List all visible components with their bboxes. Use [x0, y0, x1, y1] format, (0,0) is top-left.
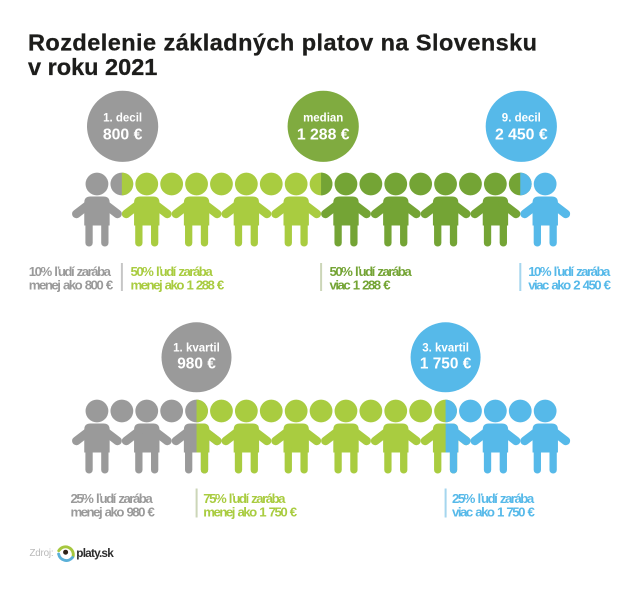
svg-text:25% ľudí zarába: 25% ľudí zarába: [71, 491, 154, 506]
svg-text:v roku 2021: v roku 2021: [28, 54, 157, 80]
svg-text:menej ako 800 €: menej ako 800 €: [29, 277, 114, 292]
svg-text:1 750 €: 1 750 €: [420, 356, 472, 373]
svg-text:1 288 €: 1 288 €: [297, 127, 350, 144]
svg-text:75% ľudí zarába: 75% ľudí zarába: [203, 491, 286, 506]
svg-text:Zdroj:: Zdroj:: [30, 548, 54, 559]
svg-text:10% ľudí zarába: 10% ľudí zarába: [29, 264, 112, 279]
svg-text:viac ako 1 750 €: viac ako 1 750 €: [452, 504, 535, 519]
svg-text:25% ľudí zarába: 25% ľudí zarába: [452, 491, 535, 506]
svg-text:2 450 €: 2 450 €: [495, 127, 548, 144]
svg-text:platy.sk: platy.sk: [76, 546, 114, 560]
svg-text:3. kvartil: 3. kvartil: [422, 343, 469, 355]
svg-text:menej ako 980 €: menej ako 980 €: [71, 504, 156, 519]
svg-text:1. kvartil: 1. kvartil: [173, 343, 220, 355]
svg-text:viac 1 288 €: viac 1 288 €: [330, 277, 392, 292]
svg-text:1. decil: 1. decil: [103, 113, 142, 125]
svg-text:980 €: 980 €: [177, 356, 216, 373]
svg-text:Rozdelenie základných platov n: Rozdelenie základných platov na Slovensk…: [28, 29, 537, 55]
svg-text:800 €: 800 €: [103, 127, 143, 144]
svg-text:menej ako 1 750 €: menej ako 1 750 €: [203, 504, 297, 519]
svg-text:9. decil: 9. decil: [502, 113, 541, 125]
svg-text:menej ako 1 288 €: menej ako 1 288 €: [131, 277, 225, 292]
svg-text:50% ľudí zarába: 50% ľudí zarába: [330, 264, 413, 279]
svg-text:10% ľudí zarába: 10% ľudí zarába: [528, 264, 611, 279]
svg-text:median: median: [303, 113, 343, 125]
svg-text:50% ľudí zarába: 50% ľudí zarába: [131, 264, 214, 279]
svg-text:viac ako 2 450 €: viac ako 2 450 €: [528, 277, 611, 292]
